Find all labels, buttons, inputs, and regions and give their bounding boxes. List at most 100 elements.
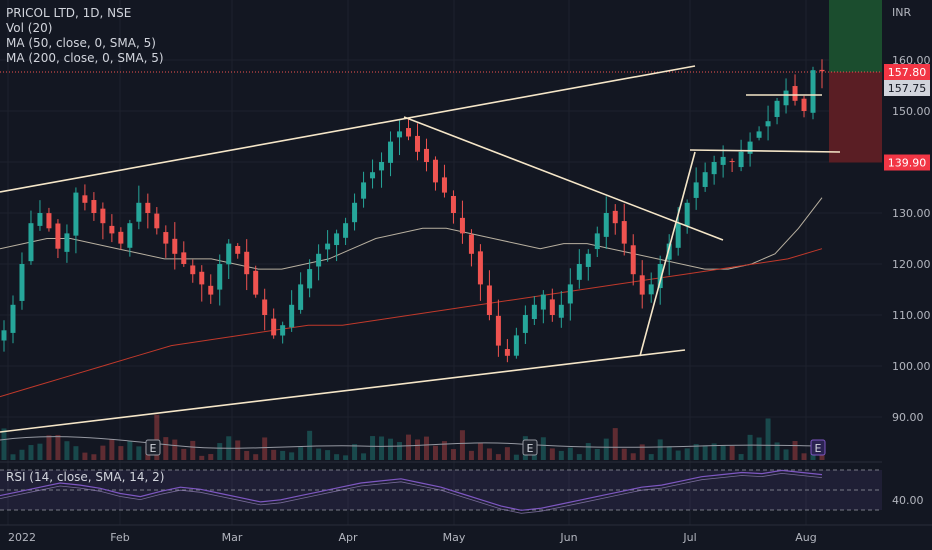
volume-bar xyxy=(450,449,456,460)
volume-bar xyxy=(343,455,349,460)
price-tick-label: 110.00 xyxy=(892,309,931,322)
currency-label: INR xyxy=(892,6,911,19)
candle-body xyxy=(738,151,744,168)
earnings-marker[interactable]: E xyxy=(522,439,538,456)
candle-body xyxy=(648,284,654,295)
candle-body xyxy=(262,299,268,315)
candle-body xyxy=(217,264,223,290)
volume-bar xyxy=(208,454,214,460)
rsi-ma-line xyxy=(0,472,823,514)
price-axis[interactable]: INR160.00150.00140.00130.00120.00110.001… xyxy=(882,0,932,525)
trendline[interactable] xyxy=(0,349,686,433)
price-tick-label: 130.00 xyxy=(892,207,931,220)
candle-body xyxy=(73,192,79,236)
ma50-indicator-label[interactable]: MA (50, close, 0, SMA, 5) xyxy=(6,36,156,50)
volume-bar xyxy=(37,443,43,460)
candle-body xyxy=(414,135,420,152)
trendline[interactable] xyxy=(403,116,724,241)
candle-body xyxy=(774,100,780,117)
stop-price-tag-bg xyxy=(884,154,930,171)
time-tick-label: Apr xyxy=(338,531,358,544)
volume-bar xyxy=(91,454,97,460)
volume-bar xyxy=(720,445,726,460)
candle-body xyxy=(819,69,825,72)
earnings-marker[interactable]: E xyxy=(145,439,161,456)
volume-bar xyxy=(486,448,492,460)
candle-body xyxy=(55,223,61,249)
volume-bar xyxy=(154,414,160,460)
candle-body xyxy=(163,232,169,244)
volume-bar xyxy=(468,450,474,460)
volume-bar xyxy=(513,454,519,460)
volume-bar xyxy=(729,445,735,460)
candle-body xyxy=(450,195,456,213)
candle-body xyxy=(657,264,663,289)
candle-body xyxy=(109,225,115,234)
volume-bar xyxy=(127,441,133,460)
trendline[interactable] xyxy=(689,149,841,153)
volume-bar xyxy=(603,438,609,460)
time-tick-label: Mar xyxy=(222,531,243,544)
grid-lines xyxy=(0,0,882,525)
earnings-marker-box xyxy=(522,439,538,456)
volume-bar xyxy=(774,442,780,460)
candle-body xyxy=(253,270,259,295)
candle-body xyxy=(388,141,394,163)
ma200-indicator-label[interactable]: MA (200, close, 0, SMA, 5) xyxy=(6,51,164,65)
time-tick-label: 2022 xyxy=(8,531,36,544)
candle-body xyxy=(666,243,672,260)
time-tick-label: Jun xyxy=(559,531,577,544)
volume-bar xyxy=(172,439,178,460)
volume-bar xyxy=(64,441,70,460)
candle-body xyxy=(423,148,429,162)
earnings-marker[interactable]: E xyxy=(810,439,826,456)
trendline[interactable] xyxy=(639,151,696,357)
candle-body xyxy=(172,238,178,254)
time-tick-label: Jul xyxy=(682,531,696,544)
candle-body xyxy=(181,252,187,264)
candle-body xyxy=(495,315,501,346)
trendline-drawings[interactable] xyxy=(0,65,841,433)
symbol-title[interactable]: PRICOL LTD, 1D, NSE xyxy=(6,6,132,20)
volume-bar xyxy=(819,454,825,460)
volume-bar xyxy=(316,448,322,460)
volume-bar xyxy=(100,445,106,460)
volume-bar xyxy=(549,448,555,460)
candle-body xyxy=(325,243,331,250)
volume-bar xyxy=(414,439,420,460)
price-tick-label: 90.00 xyxy=(892,411,924,424)
volume-bar xyxy=(181,448,187,460)
candle-body xyxy=(702,172,708,187)
volume-bar xyxy=(262,437,268,460)
candle-body xyxy=(612,210,618,224)
candle-body xyxy=(792,86,798,101)
candle-body xyxy=(639,275,645,295)
volume-indicator-label[interactable]: Vol (20) xyxy=(6,21,53,35)
trendline[interactable] xyxy=(0,65,696,193)
volume-bar xyxy=(307,430,313,460)
volume-bar xyxy=(388,438,394,460)
candle-body xyxy=(540,294,546,310)
volume-bars xyxy=(1,414,825,460)
candle-body xyxy=(765,121,771,127)
volume-bar xyxy=(684,448,690,460)
candle-body xyxy=(10,304,16,333)
volume-bar xyxy=(325,450,331,460)
volume-bar xyxy=(792,441,798,460)
candle-body xyxy=(684,202,690,226)
candle-body xyxy=(513,335,519,356)
candle-body xyxy=(459,217,465,234)
volume-bar xyxy=(621,448,627,460)
candle-body xyxy=(280,325,286,336)
volume-bar xyxy=(783,449,789,460)
rsi-indicator-label[interactable]: RSI (14, close, SMA, 14, 2) xyxy=(6,470,165,484)
volume-bar xyxy=(406,434,412,460)
time-axis[interactable]: 2022 Feb Mar Apr May Jun Jul Aug xyxy=(0,524,932,544)
candle-body xyxy=(432,159,438,183)
rsi-tick-label: 40.00 xyxy=(892,494,924,507)
candle-body xyxy=(127,223,133,248)
candle-body xyxy=(145,202,151,213)
